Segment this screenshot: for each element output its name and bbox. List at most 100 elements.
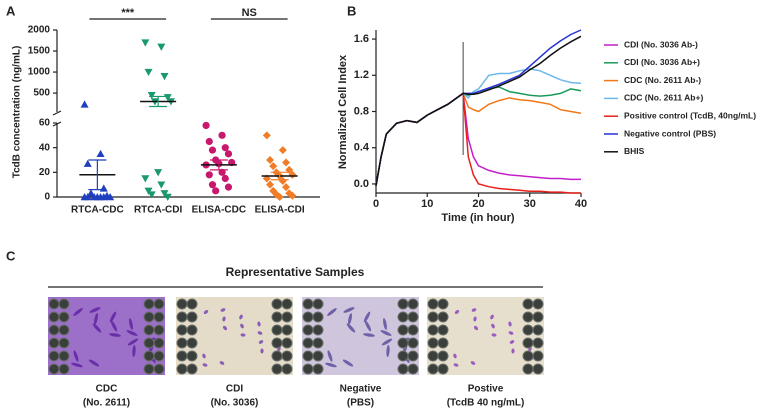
electrode: [312, 337, 324, 349]
electrode: [522, 337, 534, 349]
electrode: [153, 311, 165, 323]
sample-caption: Negative: [340, 384, 382, 395]
cell: [325, 362, 337, 368]
cell: [454, 309, 460, 315]
data-point: [106, 193, 115, 201]
cell: [222, 316, 226, 322]
cell: [470, 361, 476, 365]
electrode: [48, 363, 60, 375]
cell: [473, 316, 477, 322]
electrode: [427, 311, 439, 323]
electrode: [312, 363, 324, 375]
panel-c-title: Representative Samples: [226, 265, 365, 279]
electrode: [58, 350, 70, 362]
electrode: [176, 350, 188, 362]
sample-caption: (PBS): [347, 398, 374, 409]
cell: [327, 308, 337, 316]
cell: [490, 314, 494, 320]
data-point: [141, 175, 150, 183]
electrode: [281, 311, 293, 323]
electrode: [48, 311, 60, 323]
electrode: [153, 363, 165, 375]
data-point: [163, 193, 172, 201]
legend-label: CDI (No. 3036 Ab-): [624, 39, 698, 49]
y-axis-label: Normalized Cell Index: [337, 54, 349, 169]
data-point: [96, 149, 105, 158]
sample-caption: (TcdB 40 ng/mL): [447, 398, 525, 409]
electrode: [407, 298, 419, 310]
cell: [88, 359, 100, 367]
electrode: [397, 350, 409, 362]
data-point: [208, 181, 217, 189]
electrode: [58, 337, 70, 349]
data-point: [157, 43, 166, 51]
cell: [222, 325, 228, 331]
electrode: [271, 363, 283, 375]
electrode: [281, 324, 293, 336]
data-point: [83, 159, 92, 167]
electrode: [58, 311, 70, 323]
electrode: [48, 337, 60, 349]
data-point: [278, 176, 287, 185]
cell: [202, 363, 208, 367]
electrode: [153, 324, 165, 336]
electrode: [58, 363, 70, 375]
cell: [89, 307, 101, 313]
cell: [219, 361, 225, 365]
electrode: [522, 350, 534, 362]
data-point: [218, 131, 226, 139]
electrode: [532, 350, 544, 362]
data-point: [282, 158, 291, 167]
electrode: [281, 298, 293, 310]
y-tick-label: 1.6: [354, 33, 369, 45]
electrode: [186, 311, 198, 323]
cell: [73, 350, 79, 362]
y-tick-label: 20: [39, 167, 51, 178]
cell: [132, 345, 136, 357]
cell: [127, 338, 139, 346]
cell: [343, 307, 355, 313]
sample-image: [176, 297, 293, 375]
cell: [126, 330, 138, 336]
error-bar: [88, 159, 107, 191]
y-tick-label: 1.2: [354, 69, 369, 81]
cell: [491, 323, 495, 329]
electrode: [427, 324, 439, 336]
cell: [93, 313, 99, 325]
electrode: [437, 311, 449, 323]
error-bar: [270, 171, 289, 181]
y-tick-label: 60: [39, 118, 51, 129]
electrode: [302, 363, 314, 375]
data-point: [205, 137, 213, 146]
cell: [239, 314, 243, 320]
cell: [471, 308, 477, 312]
x-tick-label: RTCA-CDI: [134, 205, 183, 216]
cell: [386, 345, 390, 357]
data-point: [83, 193, 92, 201]
cell: [202, 353, 206, 359]
sample-image: [302, 297, 419, 375]
cell: [342, 359, 354, 367]
electrode: [407, 350, 419, 362]
y-tick-label: 40: [39, 142, 51, 153]
data-point: [205, 171, 213, 179]
cell: [260, 348, 264, 354]
electrode: [302, 311, 314, 323]
electrode: [281, 363, 293, 375]
electrode: [312, 311, 324, 323]
electrode: [407, 337, 419, 349]
electrode: [407, 363, 419, 375]
sample-caption: CDI: [226, 384, 243, 395]
electrode: [397, 311, 409, 323]
electrode: [437, 350, 449, 362]
data-point: [80, 100, 89, 108]
electrode: [153, 298, 165, 310]
data-point: [278, 146, 287, 155]
electrode: [271, 337, 283, 349]
x-tick-label: 30: [524, 198, 536, 210]
electrode: [176, 363, 188, 375]
electrode: [397, 337, 409, 349]
cell: [363, 311, 371, 323]
x-tick-label: 10: [421, 198, 433, 210]
